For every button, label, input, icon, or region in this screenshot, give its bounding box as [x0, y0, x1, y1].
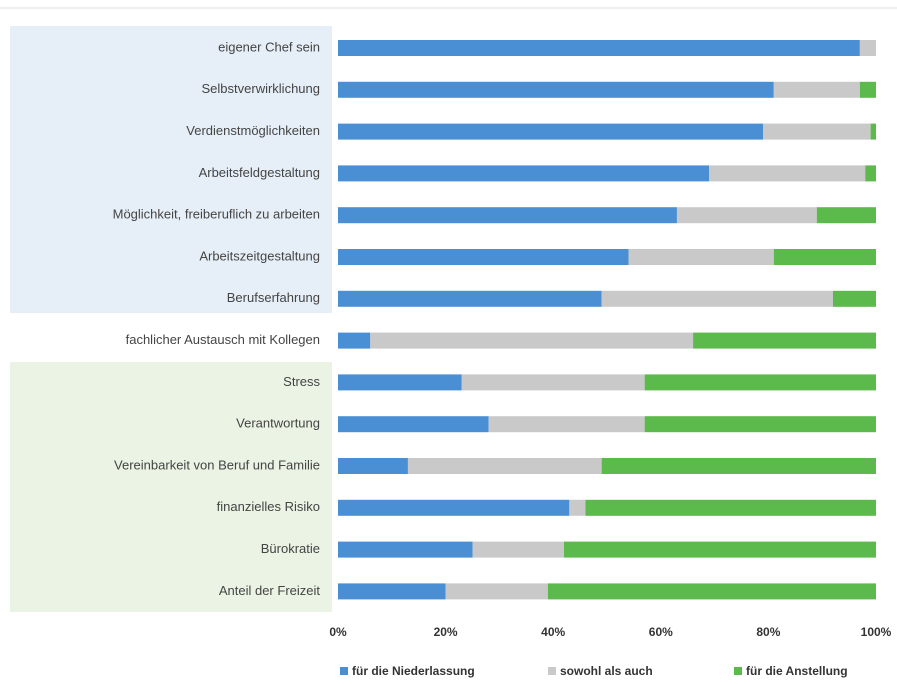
- bar-segment: [773, 249, 876, 265]
- bar-segment: [832, 290, 876, 307]
- bar-segment: [338, 81, 774, 98]
- legend-swatch: [734, 667, 742, 675]
- bar-segment: [445, 583, 548, 600]
- bar-segment: [461, 374, 645, 391]
- bar-segment: [547, 583, 876, 600]
- legend-label: für die Anstellung: [746, 664, 848, 678]
- bar-segment: [601, 290, 833, 307]
- advantage-panel: [10, 26, 332, 313]
- bar-segment: [338, 165, 710, 182]
- x-tick-label: 20%: [434, 625, 458, 639]
- bar-segment: [338, 416, 489, 433]
- y-tick-label: Arbeitsfeldgestaltung: [199, 165, 320, 180]
- x-tick-label: 0%: [329, 625, 347, 639]
- bar-segment: [338, 123, 764, 140]
- bar-segment: [338, 207, 677, 224]
- legend-swatch: [548, 667, 556, 675]
- bar-segment: [370, 332, 694, 349]
- y-tick-label: Verdienstmöglichkeiten: [186, 123, 320, 138]
- bar-segment: [773, 81, 860, 98]
- y-tick-label: fachlicher Austausch mit Kollegen: [126, 332, 320, 347]
- bar-segment: [338, 249, 629, 265]
- bar-segment: [569, 499, 586, 516]
- y-tick-label: eigener Chef sein: [218, 39, 320, 54]
- bar-segment: [865, 165, 876, 182]
- bar-segment: [338, 583, 446, 600]
- y-tick-label: Vereinbarkeit von Beruf und Familie: [114, 457, 320, 472]
- bar-segment: [488, 416, 645, 433]
- y-tick-label: Arbeitszeitgestaltung: [199, 248, 320, 263]
- bar-segment: [628, 249, 774, 265]
- bar-segment: [563, 541, 876, 558]
- bar-segment: [338, 458, 408, 474]
- bar-segment: [338, 290, 602, 307]
- bar-segment: [338, 332, 371, 349]
- legend-label: für die Niederlassung: [352, 664, 475, 678]
- bar-segment: [859, 40, 876, 56]
- y-tick-label: Stress: [283, 374, 320, 389]
- bar-segment: [644, 416, 876, 433]
- x-tick-label: 60%: [649, 625, 673, 639]
- y-tick-label: Möglichkeit, freiberuflich zu arbeiten: [113, 207, 320, 222]
- y-tick-label: Bürokratie: [261, 541, 320, 556]
- bar-segment: [859, 81, 876, 98]
- bar-segment: [338, 541, 473, 558]
- bar-segment: [870, 123, 876, 140]
- bar-segment: [709, 165, 866, 182]
- bar-segment: [676, 207, 817, 224]
- x-tick-label: 100%: [861, 625, 892, 639]
- bar-segment: [763, 123, 871, 140]
- legend-label: sowohl als auch: [560, 664, 653, 678]
- bar-segment: [407, 458, 602, 474]
- bar-segment: [338, 40, 860, 56]
- y-tick-label: Verantwortung: [236, 416, 320, 431]
- bar-segment: [601, 458, 876, 474]
- y-tick-label: Anteil der Freizeit: [219, 583, 321, 598]
- bar-segment: [338, 499, 570, 516]
- x-tick-label: 80%: [756, 625, 780, 639]
- bar-segment: [644, 374, 876, 391]
- y-tick-label: Selbstverwirklichung: [202, 81, 321, 96]
- bar-segment: [472, 541, 564, 558]
- y-tick-label: finanzielles Risiko: [217, 499, 320, 514]
- legend-swatch: [340, 667, 348, 675]
- disadvantage-panel: [10, 362, 332, 612]
- x-tick-label: 40%: [541, 625, 565, 639]
- bar-segment: [585, 499, 876, 516]
- bar-segment: [338, 374, 462, 391]
- bar-segment: [816, 207, 876, 224]
- y-tick-label: Berufserfahrung: [227, 290, 320, 305]
- bar-segment: [693, 332, 876, 349]
